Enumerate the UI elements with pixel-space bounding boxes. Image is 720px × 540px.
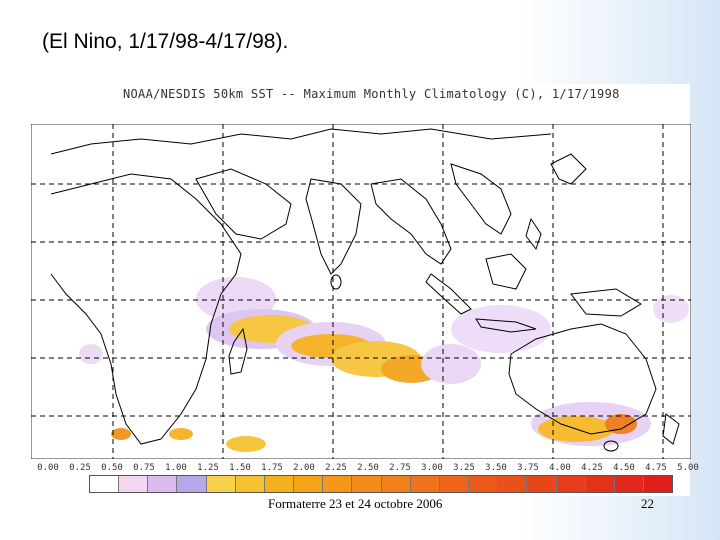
map-header: NOAA/NESDIS 50km SST -- Maximum Monthly … xyxy=(123,87,620,101)
colorbar-label: 0.25 xyxy=(69,463,91,473)
anomaly-blob xyxy=(226,436,266,452)
anomaly-blob xyxy=(451,305,551,353)
colorbar-label: 0.50 xyxy=(101,463,123,473)
colorbar-swatch xyxy=(323,476,353,492)
colorbar-label: 4.00 xyxy=(549,463,571,473)
colorbar-label: 1.00 xyxy=(165,463,187,473)
colorbar-swatch xyxy=(264,476,295,492)
colorbar-swatch xyxy=(585,476,615,492)
colorbar-label: 2.25 xyxy=(325,463,347,473)
graticule xyxy=(31,124,691,459)
page-number: 22 xyxy=(641,496,654,511)
coastline-japan xyxy=(550,153,587,185)
coastline-southeast-asia xyxy=(370,178,452,265)
coastlines xyxy=(50,128,680,452)
colorbar-label: 1.50 xyxy=(229,463,251,473)
anomaly-blobs xyxy=(79,277,689,452)
colorbar-swatch xyxy=(527,476,557,492)
colorbar-swatch xyxy=(177,476,207,492)
colorbar-swatch xyxy=(439,476,470,492)
colorbar-swatch xyxy=(643,476,673,492)
colorbar-label: 4.25 xyxy=(581,463,603,473)
coastline-sumatra xyxy=(425,273,472,315)
coastline-sri-lanka xyxy=(330,274,342,290)
coastline-new-guinea xyxy=(570,288,642,317)
colorbar-swatch xyxy=(294,476,324,492)
colorbar-swatch xyxy=(469,476,499,492)
coastline-africa xyxy=(50,173,242,445)
coastline-australia xyxy=(508,323,657,435)
colorbar-label: 4.75 xyxy=(645,463,667,473)
colorbar-label: 2.75 xyxy=(389,463,411,473)
colorbar-swatch xyxy=(410,476,440,492)
coastline-philippines xyxy=(525,217,542,251)
colorbar-swatch xyxy=(352,476,382,492)
coastline-java xyxy=(475,318,537,333)
footer-text: Formaterre 23 et 24 octobre 2006 xyxy=(268,496,443,511)
anomaly-blob xyxy=(605,414,637,434)
colorbar-label: 0.75 xyxy=(133,463,155,473)
colorbar-swatch xyxy=(206,476,236,492)
colorbar-swatch xyxy=(498,476,528,492)
colorbar-label: 1.25 xyxy=(197,463,219,473)
slide-title: (El Nino, 1/17/98-4/17/98). xyxy=(42,30,289,53)
colorbar-label: 1.75 xyxy=(261,463,283,473)
coastline-china xyxy=(450,163,512,235)
coastline-borneo xyxy=(485,253,527,290)
coastline-madagascar xyxy=(228,327,248,375)
colorbar-labels: 0.00 0.25 0.50 0.75 1.00 1.25 1.50 1.75 2.00 2.25… xyxy=(37,463,699,475)
colorbar-label: 0.00 xyxy=(37,463,59,473)
coastline-india xyxy=(305,178,362,275)
colorbar-swatch xyxy=(614,476,644,492)
colorbar-swatches xyxy=(89,475,673,493)
coastline-arabia xyxy=(195,168,292,240)
colorbar-label: 3.50 xyxy=(485,463,507,473)
map-canvas xyxy=(31,124,691,459)
colorbar-swatch xyxy=(556,476,586,492)
colorbar-label: 4.50 xyxy=(613,463,635,473)
colorbar-label: 2.00 xyxy=(293,463,315,473)
colorbar-label: 3.00 xyxy=(421,463,443,473)
colorbar-swatch xyxy=(90,476,120,492)
colorbar-label: 2.50 xyxy=(357,463,379,473)
anomaly-blob xyxy=(169,428,193,440)
colorbar-label: 3.75 xyxy=(517,463,539,473)
colorbar-swatch xyxy=(119,476,149,492)
anomaly-blob xyxy=(111,428,131,440)
coastline-eurasia-north xyxy=(50,128,552,155)
anomaly-blob xyxy=(79,344,103,364)
anomaly-blob xyxy=(421,344,481,384)
colorbar-swatch xyxy=(381,476,411,492)
coastline-tasmania xyxy=(603,440,619,452)
sst-anomaly-map: NOAA/NESDIS 50km SST -- Maximum Monthly … xyxy=(23,84,691,496)
colorbar-swatch xyxy=(235,476,265,492)
anomaly-blob xyxy=(653,295,689,323)
colorbar-label: 3.25 xyxy=(453,463,475,473)
coastline-new-zealand xyxy=(662,413,680,445)
colorbar-label: 5.00 xyxy=(677,463,699,473)
colorbar-legend: 0.00 0.25 0.50 0.75 1.00 1.25 1.50 1.75 2.00 2.25… xyxy=(23,463,699,493)
colorbar-swatch xyxy=(148,476,178,492)
